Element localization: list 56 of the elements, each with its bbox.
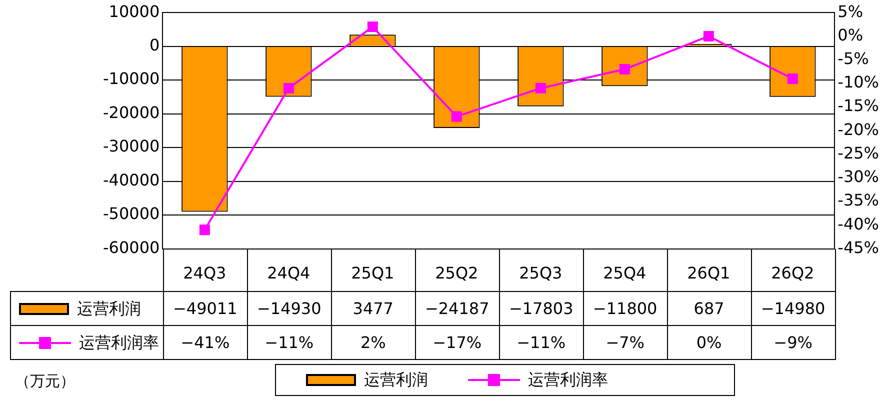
data-label: −49011 <box>163 292 248 326</box>
data-label: 2% <box>331 326 416 360</box>
y2-tick-label: -40% <box>838 214 880 234</box>
y2-tick-label: -15% <box>838 96 880 116</box>
y2-tick-label: -25% <box>838 143 880 162</box>
data-label: −14930 <box>247 292 332 326</box>
x-tick-label: 25Q1 <box>351 264 394 283</box>
y-tick-label: -30000 <box>103 136 160 156</box>
text: 运营利润 <box>364 370 428 388</box>
x-tick-label: 25Q4 <box>603 264 646 283</box>
y-tick-label: 0 <box>149 36 160 54</box>
data-label: −7% <box>583 326 668 360</box>
text: （万元） <box>15 372 75 391</box>
y2-tick-label: -30% <box>838 167 880 186</box>
point <box>367 22 378 32</box>
data-label: −11% <box>247 326 332 360</box>
y-tick-label: -40000 <box>103 170 160 190</box>
point <box>283 82 294 94</box>
x-tick-label: 25Q2 <box>435 264 478 283</box>
y2-tick-label: 0% <box>838 25 864 44</box>
y-tick-label: -10000 <box>103 69 160 88</box>
x-tick-label: 24Q3 <box>183 264 226 283</box>
legend-label: 运营利润 <box>77 298 141 318</box>
y2-tick-label: -45% <box>838 238 880 257</box>
text: 运营利润率 <box>528 370 608 388</box>
data-label: −24187 <box>415 292 500 326</box>
data-label: −9% <box>751 326 836 360</box>
x-tick-label: 26Q2 <box>771 264 814 283</box>
data-label: −17803 <box>499 292 584 326</box>
data-label: −14980 <box>751 292 836 326</box>
data-label: −11800 <box>583 292 668 326</box>
data-label: −11% <box>499 326 584 360</box>
y2-tick-label: -5% <box>838 48 869 68</box>
point <box>787 73 798 84</box>
data-label: −17% <box>415 326 500 360</box>
y2-tick-label: -10% <box>838 72 880 92</box>
point <box>619 64 630 75</box>
x-tick-label: 25Q3 <box>519 264 562 283</box>
data-label: 3477 <box>331 292 416 326</box>
y2-tick-label: 5% <box>838 2 864 21</box>
y2-tick-label: -35% <box>838 190 880 210</box>
y2-tick-label: -20% <box>838 120 880 139</box>
y-tick-label: -60000 <box>103 238 160 257</box>
data-label: −41% <box>163 326 248 360</box>
data-label: 687 <box>667 292 752 326</box>
point <box>535 82 546 94</box>
data-label: 0% <box>667 326 752 360</box>
y-tick-label: 10000 <box>108 2 160 21</box>
point <box>199 224 210 236</box>
x-tick-label: 26Q1 <box>687 264 730 283</box>
y-tick-label: -50000 <box>103 204 160 224</box>
point <box>703 30 714 42</box>
y-tick-label: -20000 <box>103 102 160 122</box>
legend-label: 运营利润率 <box>79 332 159 352</box>
x-tick-label: 24Q4 <box>267 264 310 283</box>
point <box>451 111 462 122</box>
